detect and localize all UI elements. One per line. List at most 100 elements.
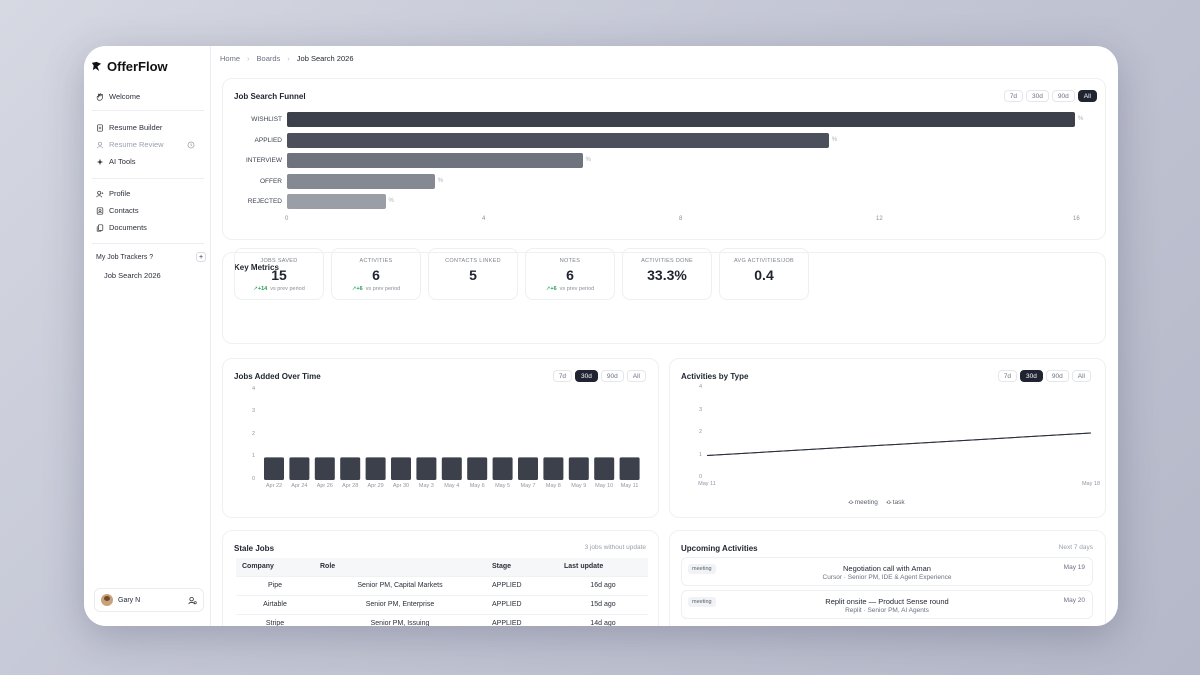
user-settings-icon[interactable] (188, 596, 197, 605)
user-icon (96, 190, 104, 197)
column-header[interactable]: Company (236, 558, 314, 576)
range-7d[interactable]: 7d (997, 370, 1018, 382)
sidebar-item-resume-review[interactable]: Resume Review (96, 140, 195, 149)
files-icon (96, 223, 104, 232)
metric-label: JOBS SAVED (260, 258, 298, 264)
user-review-icon (96, 141, 104, 148)
breadcrumb-home[interactable]: Home (220, 54, 241, 63)
funnel-bar-percent: % (585, 157, 591, 163)
delta-text: vs prev period (559, 286, 595, 292)
delta-text: vs prev period (270, 286, 305, 292)
range-7d[interactable]: 7d (1003, 90, 1024, 102)
column-header[interactable]: Last update (558, 558, 648, 576)
brand[interactable]: OfferFlow (91, 59, 168, 74)
y-axis-tick: 4 (252, 385, 256, 392)
legend-item[interactable]: -o- meeting (848, 499, 878, 506)
y-axis-tick: 1 (252, 453, 256, 460)
activity-date: May 19 (1063, 564, 1085, 571)
funnel-bar[interactable] (287, 153, 583, 168)
x-axis-tick: May 7 (520, 483, 536, 489)
metric-value: 6 (566, 267, 574, 283)
range-30d[interactable]: 30d (1020, 370, 1043, 382)
metric-label: CONTACTS LINKED (445, 258, 501, 264)
activity-detail: Replit · Senior PM, AI Agents (845, 607, 929, 614)
delta-value: +6 (356, 286, 363, 292)
y-axis-tick: 0 (252, 476, 256, 482)
funnel-stage-label: WISHLIST (251, 116, 282, 123)
table-cell: Senior PM, Issuing (314, 613, 486, 626)
funnel-bar[interactable] (287, 132, 829, 148)
sidebar-item-label: Resume Builder (109, 123, 163, 132)
legend-item[interactable]: -o- task (885, 499, 905, 506)
sidebar-item-label: Documents (109, 223, 147, 232)
range-7d[interactable]: 7d (552, 370, 573, 382)
sidebar-item-documents[interactable]: Documents (96, 223, 147, 232)
column-header[interactable]: Role (314, 558, 486, 576)
section-label: My Job Trackers ? (96, 253, 154, 261)
range-all[interactable]: All (626, 370, 646, 382)
x-axis-tick: May 6 (469, 483, 485, 489)
activity-item[interactable]: meeting Replit onsite — Product Sense ro… (681, 590, 1093, 619)
activity-item[interactable]: meeting Negotiation call with Aman Curso… (681, 557, 1093, 586)
x-axis-tick: May 4 (444, 483, 460, 489)
metric-card[interactable]: ACTIVITIES 6 ↗+6 vs prev period (331, 248, 421, 300)
app-name: OfferFlow (107, 59, 168, 74)
sidebar-item-profile[interactable]: Profile (96, 189, 130, 198)
table-cell: 14d ago (558, 613, 648, 626)
metric-label: AVG ACTIVITIES/JOB (733, 258, 794, 264)
range-90d[interactable]: 90d (600, 370, 624, 382)
column-header[interactable]: Stage (486, 558, 558, 576)
sidebar-item-label: Resume Review (109, 140, 164, 149)
x-axis-tick: 0 (285, 216, 289, 222)
metric-value: 33.3% (647, 267, 687, 283)
sidebar-item-label: Welcome (109, 92, 141, 101)
range-30d[interactable]: 30d (1026, 90, 1049, 102)
clock-icon (187, 141, 195, 148)
funnel-bar-percent: % (437, 177, 444, 184)
table-row[interactable]: Stripe Senior PM, Issuing APPLIED 14d ago (236, 613, 648, 626)
sidebar-item-welcome[interactable]: Welcome (96, 92, 140, 101)
upcoming-activities-card: Upcoming Activities Next 7 days (669, 530, 1106, 626)
range-all[interactable]: All (1077, 90, 1097, 102)
metric-card[interactable]: JOBS SAVED 15 ↗+14 vs prev period (234, 248, 324, 300)
metric-card[interactable]: ACTIVITIES DONE 33.3% (622, 248, 712, 300)
table-row[interactable]: Airtable Senior PM, Enterprise APPLIED 15d … (236, 594, 648, 614)
breadcrumb-separator: › (247, 54, 250, 63)
user-menu[interactable]: Gary N (94, 588, 204, 612)
trend-up-icon: ↗ (545, 286, 551, 292)
x-axis-tick: Apr 30 (392, 483, 410, 489)
card-title: Jobs Added Over Time (234, 372, 321, 381)
funnel-bar[interactable] (287, 112, 1075, 127)
sidebar-item-resume-builder[interactable]: Resume Builder (96, 123, 162, 132)
chart-legend: -o- meeting -o- task (848, 499, 905, 506)
x-axis-tick: 4 (482, 216, 486, 222)
add-tracker-button[interactable]: + (196, 252, 206, 262)
funnel-bar[interactable] (287, 173, 435, 189)
card-title: Job Search Funnel (234, 92, 306, 101)
range-30d[interactable]: 30d (575, 370, 598, 382)
card-subtitle: 3 jobs without update (584, 544, 646, 551)
x-axis-tick: May 11 (698, 481, 716, 487)
range-90d[interactable]: 90d (1045, 370, 1069, 382)
breadcrumb-boards[interactable]: Boards (256, 54, 281, 63)
table-cell: Senior PM, Enterprise (314, 594, 486, 614)
metric-card[interactable]: AVG ACTIVITIES/JOB 0.4 (719, 248, 809, 300)
metric-delta: ↗+6 vs prev period (526, 286, 614, 292)
sidebar-item-ai-tools[interactable]: AI Tools (96, 157, 136, 166)
funnel-bar-percent: % (388, 198, 394, 204)
x-axis-tick: May 5 (495, 483, 511, 489)
metric-card[interactable]: CONTACTS LINKED 5 (428, 248, 518, 300)
offerflow-logo-icon (91, 61, 102, 72)
tracker-item[interactable]: Job Search 2026 (104, 271, 161, 280)
range-selector: 7d 30d 90d All (1003, 90, 1097, 102)
range-all[interactable]: All (1071, 370, 1091, 382)
document-icon (97, 123, 103, 132)
table-row[interactable]: Pipe Senior PM, Capital Markets APPLIED 16d… (236, 575, 648, 595)
x-axis-tick: Apr 28 (342, 483, 359, 489)
sparkle-icon (96, 158, 104, 165)
sidebar-item-contacts[interactable]: Contacts (96, 206, 139, 215)
x-axis-tick: Apr 29 (367, 483, 384, 489)
funnel-bar[interactable] (287, 194, 386, 209)
range-90d[interactable]: 90d (1051, 90, 1075, 102)
metric-card[interactable]: NOTES 6 ↗+6 vs prev period (525, 248, 615, 300)
